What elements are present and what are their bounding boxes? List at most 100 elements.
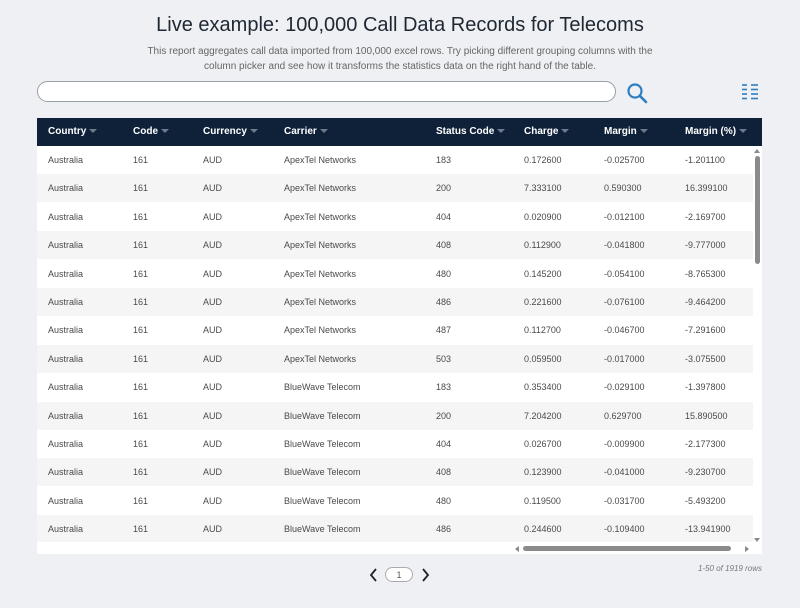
horizontal-scroll-thumb[interactable] (523, 546, 731, 551)
cell-margin: -0.031700 (604, 495, 645, 506)
cell-margin: -0.029100 (604, 382, 645, 393)
cell-charge: 0.112700 (524, 325, 561, 336)
table-row[interactable]: Australia 161 AUD ApexTel Networks 486 0.2216… (37, 288, 753, 316)
cell-carrier: BlueWave Telecom (284, 382, 361, 393)
cell-margin-percent: 16.399100 (685, 183, 728, 194)
cell-carrier: ApexTel Networks (284, 211, 357, 222)
cell-code: 161 (133, 439, 149, 449)
cell-margin-percent: -1.201100 (685, 155, 725, 165)
cell-code: 161 (133, 155, 149, 165)
table-row[interactable]: Australia 161 AUD BlueWave Telecom 200 7.2042… (37, 401, 753, 430)
column-header-code[interactable]: Code (133, 118, 169, 146)
cell-code: 161 (133, 183, 149, 194)
cell-country: Australia (48, 268, 84, 279)
cell-margin-percent: -2.177300 (685, 439, 726, 449)
search-input[interactable] (37, 81, 616, 102)
cell-margin-percent: -7.291600 (685, 325, 726, 336)
cell-margin-percent: -8.765300 (685, 268, 726, 279)
page-title: Live example: 100,000 Call Data Records … (156, 14, 644, 36)
cell-carrier: BlueWave Telecom (284, 439, 361, 449)
cell-currency: AUD (203, 495, 223, 506)
cell-status-code: 486 (436, 297, 452, 307)
scroll-up-icon[interactable] (754, 149, 760, 153)
column-picker-button[interactable] (740, 82, 760, 102)
cell-margin: -0.041000 (604, 467, 645, 478)
cell-margin-percent: -13.941900 (685, 524, 731, 535)
cell-code: 161 (133, 268, 149, 279)
cell-charge: 0.112900 (524, 240, 561, 251)
cell-country: Australia (48, 183, 84, 194)
column-header-currency[interactable]: Currency (203, 118, 258, 146)
cell-country: Australia (48, 297, 84, 307)
cell-currency: AUD (203, 297, 223, 307)
cell-charge: 0.123900 (524, 467, 562, 478)
cell-margin: -0.025700 (604, 155, 645, 165)
cell-margin-percent: -1.397800 (685, 382, 726, 393)
data-table: Country Code Currency Carrier Status Cod… (37, 118, 762, 554)
cell-margin: -0.076100 (604, 297, 645, 307)
scroll-left-icon[interactable] (515, 546, 519, 552)
cell-margin-percent: -2.169700 (685, 211, 726, 222)
vertical-scrollbar[interactable] (753, 146, 762, 542)
cell-margin-percent: -9.777000 (685, 240, 726, 251)
table-row[interactable]: Australia 161 AUD ApexTel Networks 487 0.1127… (37, 316, 753, 344)
cell-carrier: ApexTel Networks (284, 297, 357, 307)
column-header-carrier[interactable]: Carrier (284, 118, 328, 146)
column-header-charge[interactable]: Charge (524, 118, 570, 146)
table-body: Australia 161 AUD ApexTel Networks 183 0.1726… (37, 146, 753, 542)
cell-currency: AUD (203, 268, 223, 279)
scroll-right-icon[interactable] (745, 546, 749, 552)
cell-currency: AUD (203, 183, 223, 194)
table-row[interactable]: Australia 161 AUD ApexTel Networks 408 0.1129… (37, 231, 753, 260)
cell-status-code: 183 (436, 382, 452, 393)
table-row[interactable]: Australia 161 AUD ApexTel Networks 480 0.1452… (37, 260, 753, 288)
cell-country: Australia (48, 155, 84, 165)
sort-caret-icon (739, 129, 748, 134)
table-row[interactable]: Australia 161 AUD BlueWave Telecom 183 0.3534… (37, 373, 753, 401)
cell-status-code: 183 (436, 155, 452, 165)
previous-page-button[interactable] (368, 567, 380, 583)
cell-carrier: ApexTel Networks (284, 240, 357, 251)
search-icon (627, 83, 648, 104)
cell-currency: AUD (203, 155, 223, 165)
column-header-country[interactable]: Country (48, 118, 98, 146)
vertical-scroll-thumb[interactable] (755, 156, 760, 264)
next-page-button[interactable] (419, 567, 431, 583)
table-row[interactable]: Australia 161 AUD BlueWave Telecom 486 0.2446… (37, 515, 753, 542)
cell-country: Australia (48, 439, 84, 449)
table-row[interactable]: Australia 161 AUD ApexTel Networks 200 7.3331… (37, 174, 753, 203)
cell-status-code: 200 (436, 183, 452, 194)
column-header-margin[interactable]: Margin (604, 118, 648, 146)
table-row[interactable]: Australia 161 AUD ApexTel Networks 183 0.1726… (37, 146, 753, 174)
cell-country: Australia (48, 495, 84, 506)
table-row[interactable]: Australia 161 AUD BlueWave Telecom 408 0.1239… (37, 458, 753, 487)
cell-carrier: BlueWave Telecom (284, 410, 361, 421)
table-row[interactable]: Australia 161 AUD BlueWave Telecom 404 0.0267… (37, 430, 753, 458)
cell-margin: -0.046700 (604, 325, 645, 336)
scroll-down-icon[interactable] (754, 538, 760, 542)
cell-margin: -0.009900 (604, 439, 645, 449)
horizontal-scrollbar[interactable] (515, 544, 753, 553)
cell-country: Australia (48, 325, 84, 336)
table-row[interactable]: Australia 161 AUD ApexTel Networks 404 0.0209… (37, 203, 753, 231)
cell-status-code: 503 (436, 353, 452, 364)
column-header-status-code[interactable]: Status Code (436, 118, 506, 146)
table-row[interactable]: Australia 161 AUD BlueWave Telecom 480 0.1195… (37, 487, 753, 515)
table-row[interactable]: Australia 161 AUD ApexTel Networks 503 0.0595… (37, 344, 753, 373)
sort-caret-icon (161, 129, 169, 134)
cell-margin: -0.041800 (604, 240, 645, 251)
cell-country: Australia (48, 211, 84, 222)
search-button[interactable] (626, 82, 648, 104)
cell-margin: -0.012100 (604, 211, 645, 222)
cell-status-code: 486 (436, 524, 452, 535)
column-picker-icon (742, 84, 758, 100)
cell-status-code: 408 (436, 240, 452, 251)
page-number-input[interactable]: 1 (385, 567, 413, 582)
cell-country: Australia (48, 382, 84, 393)
cell-currency: AUD (203, 382, 223, 393)
cell-charge: 0.119500 (524, 495, 561, 506)
cell-code: 161 (133, 410, 149, 421)
cell-margin-percent: -5.493200 (685, 495, 726, 506)
column-header-margin-percent[interactable]: Margin (%) (685, 118, 748, 146)
cell-carrier: ApexTel Networks (284, 325, 357, 336)
